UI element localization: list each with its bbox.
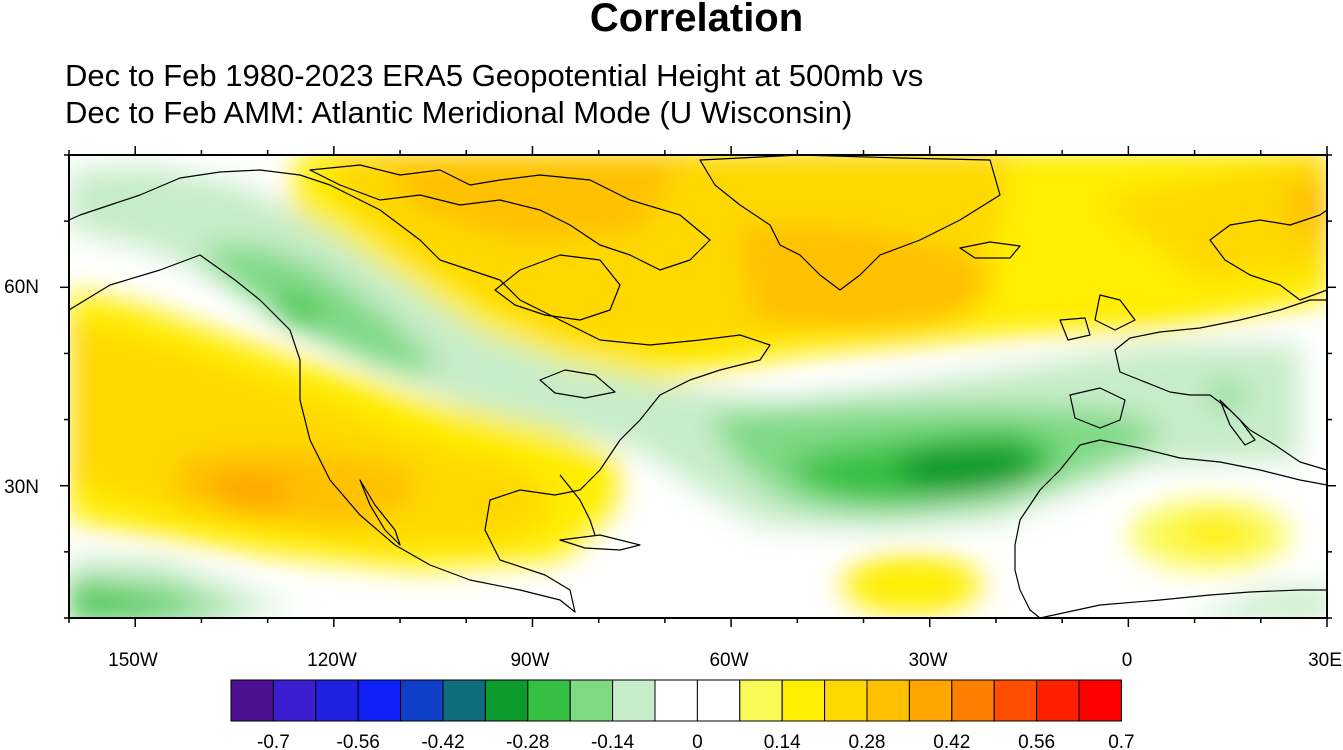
colorbar-box-13: [781, 679, 826, 722]
subtitle-line-1: Dec to Feb 1980-2023 ERA5 Geopotential H…: [65, 58, 924, 93]
colorbar-box-17: [951, 679, 995, 722]
colorbar-box-10: [654, 679, 698, 722]
colorbar-box-6: [484, 679, 529, 722]
colorbar-label: 0: [692, 732, 703, 750]
x-tick-label-0: 0: [1122, 650, 1133, 671]
colorbar-box-9: [612, 679, 656, 722]
colorbar-box-1: [272, 679, 317, 722]
colorbar-label: -0.28: [506, 732, 549, 750]
map-frame: [68, 154, 1328, 619]
x-tick-label-30w: 30W: [908, 650, 947, 671]
colorbar: [230, 679, 1122, 722]
colorbar-box-19: [1036, 679, 1080, 722]
y-tick-label-30n: 30N: [4, 477, 39, 498]
colorbar-box-0: [230, 679, 274, 722]
x-tick-label-30e: 30E: [1308, 650, 1342, 671]
colorbar-box-20: [1078, 679, 1122, 722]
x-axis-labels: 150W 120W 90W 60W 30W 0 30E: [108, 650, 1342, 671]
colorbar-box-11: [696, 679, 741, 722]
colorbar-box-16: [908, 679, 953, 722]
colorbar-label: 0.14: [764, 732, 801, 750]
x-tick-label-120w: 120W: [307, 650, 357, 671]
colorbar-label: -0.56: [337, 732, 380, 750]
correlation-field: [69, 155, 1327, 618]
colorbar-label: 0.42: [933, 732, 970, 750]
x-tick-label-150w: 150W: [108, 650, 158, 671]
colorbar-labels: -0.7 -0.56 -0.42 -0.28 -0.14 0 0.14 0.28 0.42 0.5…: [257, 732, 1135, 750]
chart-title: Correlation: [589, 0, 804, 40]
colorbar-box-15: [866, 679, 910, 722]
colorbar-box-4: [400, 679, 444, 722]
colorbar-box-7: [527, 679, 571, 722]
colorbar-box-18: [993, 679, 1038, 722]
axis-ticks: [60, 146, 1336, 627]
y-tick-label-60n: 60N: [4, 277, 39, 298]
colorbar-box-2: [315, 679, 359, 722]
colorbar-box-5: [442, 679, 486, 722]
colorbar-label: 0.56: [1018, 732, 1055, 750]
x-tick-label-60w: 60W: [709, 650, 748, 671]
colorbar-label: -0.14: [591, 732, 635, 750]
colorbar-label: -0.7: [257, 732, 290, 750]
x-tick-label-90w: 90W: [510, 650, 549, 671]
colorbar-box-8: [569, 679, 614, 722]
y-axis-labels: 60N 30N: [4, 277, 39, 498]
colorbar-box-14: [824, 679, 868, 722]
coastlines: [69, 155, 1327, 618]
colorbar-label: 0.7: [1108, 732, 1134, 750]
colorbar-label: -0.42: [421, 732, 464, 750]
colorbar-box-3: [357, 679, 402, 722]
colorbar-box-12: [739, 679, 783, 722]
subtitle-line-2: Dec to Feb AMM: Atlantic Meridional Mode…: [65, 95, 853, 130]
colorbar-label: 0.28: [849, 732, 886, 750]
